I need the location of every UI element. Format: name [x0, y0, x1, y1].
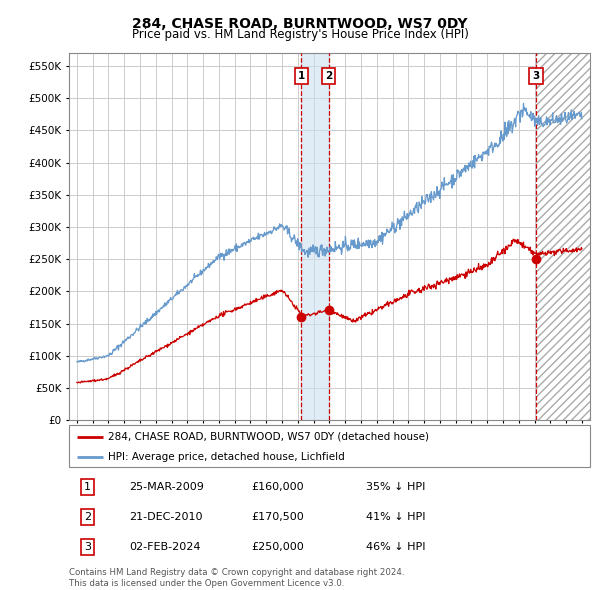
- Text: 02-FEB-2024: 02-FEB-2024: [129, 542, 200, 552]
- Text: £170,500: £170,500: [251, 512, 304, 522]
- Text: 21-DEC-2010: 21-DEC-2010: [129, 512, 202, 522]
- Text: 2: 2: [325, 71, 332, 81]
- Bar: [536, 53, 590, 420]
- Text: 284, CHASE ROAD, BURNTWOOD, WS7 0DY (detached house): 284, CHASE ROAD, BURNTWOOD, WS7 0DY (det…: [108, 432, 429, 442]
- Text: 3: 3: [84, 542, 91, 552]
- Text: 41% ↓ HPI: 41% ↓ HPI: [366, 512, 425, 522]
- Text: 3: 3: [532, 71, 539, 81]
- Text: £160,000: £160,000: [251, 482, 304, 492]
- Text: 1: 1: [298, 71, 305, 81]
- Bar: [301, 53, 329, 420]
- Text: Price paid vs. HM Land Registry's House Price Index (HPI): Price paid vs. HM Land Registry's House …: [131, 28, 469, 41]
- Text: £250,000: £250,000: [251, 542, 304, 552]
- Text: HPI: Average price, detached house, Lichfield: HPI: Average price, detached house, Lich…: [108, 452, 345, 461]
- Text: 1: 1: [84, 482, 91, 492]
- Text: 25-MAR-2009: 25-MAR-2009: [129, 482, 204, 492]
- Text: 284, CHASE ROAD, BURNTWOOD, WS7 0DY: 284, CHASE ROAD, BURNTWOOD, WS7 0DY: [132, 17, 468, 31]
- FancyBboxPatch shape: [69, 425, 590, 467]
- Text: 35% ↓ HPI: 35% ↓ HPI: [366, 482, 425, 492]
- Text: Contains HM Land Registry data © Crown copyright and database right 2024.: Contains HM Land Registry data © Crown c…: [69, 568, 404, 576]
- Text: 46% ↓ HPI: 46% ↓ HPI: [366, 542, 425, 552]
- Text: This data is licensed under the Open Government Licence v3.0.: This data is licensed under the Open Gov…: [69, 579, 344, 588]
- Text: 2: 2: [83, 512, 91, 522]
